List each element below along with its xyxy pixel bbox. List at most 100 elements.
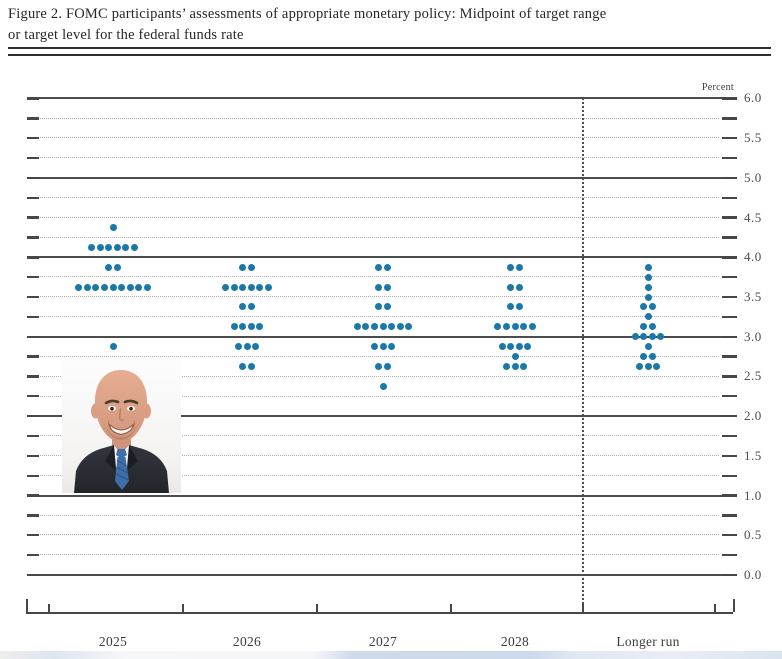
projection-dot bbox=[379, 323, 387, 331]
x-axis-section-tick bbox=[582, 604, 584, 612]
projection-dot bbox=[383, 263, 391, 271]
projection-dot bbox=[75, 283, 83, 291]
projection-dot bbox=[109, 224, 117, 232]
y-axis-left-tick bbox=[27, 355, 39, 358]
minor-gridline bbox=[27, 196, 719, 198]
projection-dot bbox=[131, 243, 138, 251]
y-axis-unit-label: Percent bbox=[701, 82, 734, 93]
y-axis-left-tick bbox=[27, 295, 39, 299]
projection-dot bbox=[405, 323, 413, 331]
x-axis-category-label: 2028 bbox=[500, 634, 530, 649]
y-axis-tick-label: 0.0 bbox=[744, 567, 762, 582]
projection-dot bbox=[388, 323, 396, 331]
minor-gridline bbox=[27, 276, 719, 278]
y-axis-right-tick bbox=[722, 275, 737, 279]
y-axis-right-tick bbox=[722, 295, 737, 299]
y-axis-right-tick bbox=[722, 414, 737, 418]
projection-dot bbox=[507, 263, 515, 271]
projection-dot bbox=[640, 303, 648, 311]
y-axis-left-tick bbox=[27, 414, 39, 418]
projection-dot bbox=[239, 323, 247, 331]
projection-dot bbox=[507, 283, 515, 291]
y-axis-right-tick bbox=[722, 97, 737, 100]
y-axis-tick-label: 4.0 bbox=[744, 249, 762, 265]
projection-dot bbox=[648, 353, 656, 361]
y-axis-tick-label: 2.0 bbox=[744, 408, 762, 424]
minor-gridline bbox=[27, 474, 719, 476]
minor-gridline bbox=[27, 534, 719, 536]
major-gridline bbox=[27, 415, 737, 418]
y-axis-left-tick bbox=[27, 375, 39, 378]
y-axis-tick-label: 2.5 bbox=[744, 368, 762, 384]
projection-dot bbox=[353, 323, 361, 331]
y-axis-left-tick bbox=[27, 434, 39, 438]
projection-dot bbox=[222, 283, 229, 291]
minor-gridline bbox=[27, 455, 719, 457]
minor-gridline bbox=[27, 137, 719, 139]
y-axis-right-tick bbox=[722, 395, 737, 398]
projection-dot bbox=[520, 363, 528, 371]
projection-dot bbox=[126, 283, 134, 291]
y-axis-right-tick bbox=[722, 454, 737, 458]
minor-gridline bbox=[27, 435, 719, 437]
y-axis-left-tick bbox=[27, 514, 39, 517]
projection-dot bbox=[631, 333, 639, 341]
projection-dot bbox=[524, 343, 532, 351]
projection-dot bbox=[122, 243, 130, 251]
y-axis-left-tick bbox=[27, 236, 39, 239]
projection-dot bbox=[515, 283, 523, 291]
projection-dot bbox=[644, 283, 652, 291]
x-axis-category-label: 2027 bbox=[368, 634, 398, 649]
y-axis-left-tick bbox=[27, 275, 39, 279]
y-axis-left-tick bbox=[27, 534, 39, 537]
projection-dot bbox=[105, 243, 113, 251]
y-axis-right-tick bbox=[722, 156, 737, 160]
y-axis-tick-label: 1.5 bbox=[744, 447, 762, 463]
major-gridline bbox=[27, 97, 737, 100]
y-axis-left-tick bbox=[27, 176, 39, 180]
longer-run-separator-line bbox=[582, 98, 584, 612]
y-axis-right-tick bbox=[722, 335, 737, 338]
projection-dot bbox=[644, 363, 652, 371]
y-axis-left-tick bbox=[27, 216, 39, 219]
projection-dot bbox=[247, 283, 255, 291]
projection-dot bbox=[644, 273, 652, 281]
projection-dot bbox=[383, 283, 391, 291]
y-axis-right-tick bbox=[722, 176, 737, 180]
projection-dot bbox=[370, 323, 378, 331]
y-axis-right-tick bbox=[722, 136, 737, 140]
projection-dot bbox=[644, 263, 652, 271]
minor-gridline bbox=[27, 216, 719, 218]
projection-dot bbox=[507, 303, 515, 311]
projection-dot bbox=[644, 293, 652, 301]
projection-dot bbox=[640, 333, 648, 341]
projection-dot bbox=[230, 283, 238, 291]
projection-dot bbox=[375, 303, 383, 311]
y-axis-right-tick bbox=[722, 553, 737, 557]
projection-dot bbox=[143, 283, 151, 291]
projection-dot bbox=[135, 283, 143, 291]
y-axis-right-tick bbox=[722, 117, 737, 120]
y-axis-left-tick bbox=[27, 395, 39, 398]
man-headshot-photo bbox=[62, 357, 181, 493]
y-axis-right-tick bbox=[722, 474, 737, 477]
figure-title-line2: or target level for the federal funds ra… bbox=[8, 27, 244, 43]
y-axis-left-tick bbox=[27, 136, 39, 140]
x-axis-line bbox=[26, 612, 733, 614]
projection-dot bbox=[256, 323, 264, 331]
major-gridline bbox=[27, 256, 737, 259]
projection-dot bbox=[375, 363, 383, 371]
minor-gridline bbox=[27, 296, 719, 298]
projection-dot bbox=[507, 343, 515, 351]
y-axis-left-tick bbox=[27, 335, 39, 338]
bottom-window-edge-strip bbox=[0, 651, 782, 659]
projection-dot bbox=[502, 323, 510, 331]
y-axis-right-tick bbox=[722, 534, 737, 537]
major-gridline bbox=[27, 335, 737, 338]
projection-dot bbox=[239, 283, 247, 291]
projection-dot bbox=[109, 283, 117, 291]
projection-dot bbox=[243, 343, 251, 351]
projection-dot bbox=[648, 303, 656, 311]
